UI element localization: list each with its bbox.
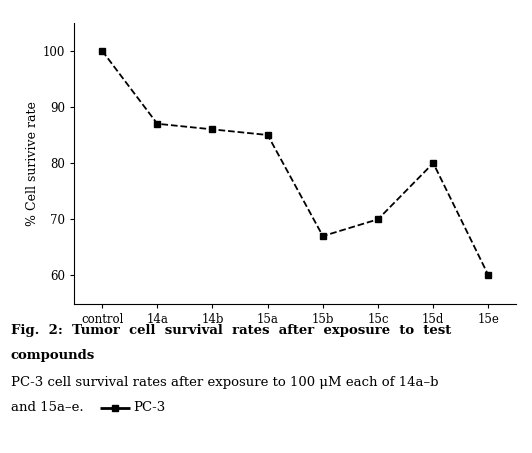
Text: Fig.  2:  Tumor  cell  survival  rates  after  exposure  to  test: Fig. 2: Tumor cell survival rates after … [11,324,451,337]
Text: PC-3: PC-3 [133,401,165,414]
Text: and 15a–e.: and 15a–e. [11,401,84,414]
Y-axis label: % Cell surivive rate: % Cell surivive rate [26,101,39,226]
Text: compounds: compounds [11,349,95,362]
Text: PC-3 cell survival rates after exposure to 100 μM each of 14a–b: PC-3 cell survival rates after exposure … [11,376,438,389]
